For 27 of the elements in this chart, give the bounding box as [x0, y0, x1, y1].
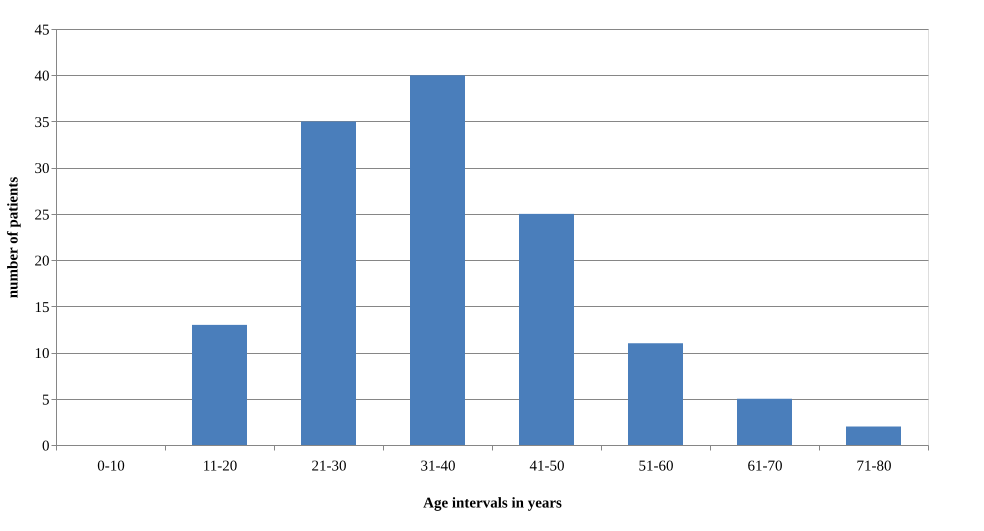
x-tick-label: 51-60	[638, 458, 674, 474]
y-tick-label: 5	[42, 392, 50, 408]
x-tick-label: 11-20	[202, 458, 238, 474]
x-tick-label: 71-80	[856, 458, 892, 474]
y-tick-label: 25	[34, 207, 50, 224]
bar	[628, 343, 683, 445]
y-tick-label: 40	[34, 68, 50, 85]
y-tick-label: 0	[42, 438, 50, 454]
y-tick-label: 45	[34, 22, 50, 38]
y-tick-label: 35	[34, 114, 50, 131]
bar	[301, 121, 356, 445]
bar	[737, 398, 792, 445]
bar	[410, 75, 465, 445]
y-axis-title: number of patients	[6, 176, 22, 298]
x-tick-label: 0-10	[97, 458, 125, 474]
x-tick-label: 31-40	[420, 458, 456, 474]
bar	[192, 324, 247, 445]
x-tick-label: 41-50	[530, 458, 564, 474]
x-axis-title: Age intervals in years	[423, 496, 562, 512]
bar	[519, 214, 574, 445]
y-tick-label: 15	[34, 300, 50, 316]
y-tick-label: 30	[34, 161, 50, 178]
bar	[846, 426, 901, 445]
x-tick-label: 61-70	[748, 458, 782, 474]
y-tick-label: 10	[34, 346, 50, 362]
x-tick-label: 21-30	[312, 458, 346, 474]
y-tick-label: 20	[34, 254, 50, 270]
